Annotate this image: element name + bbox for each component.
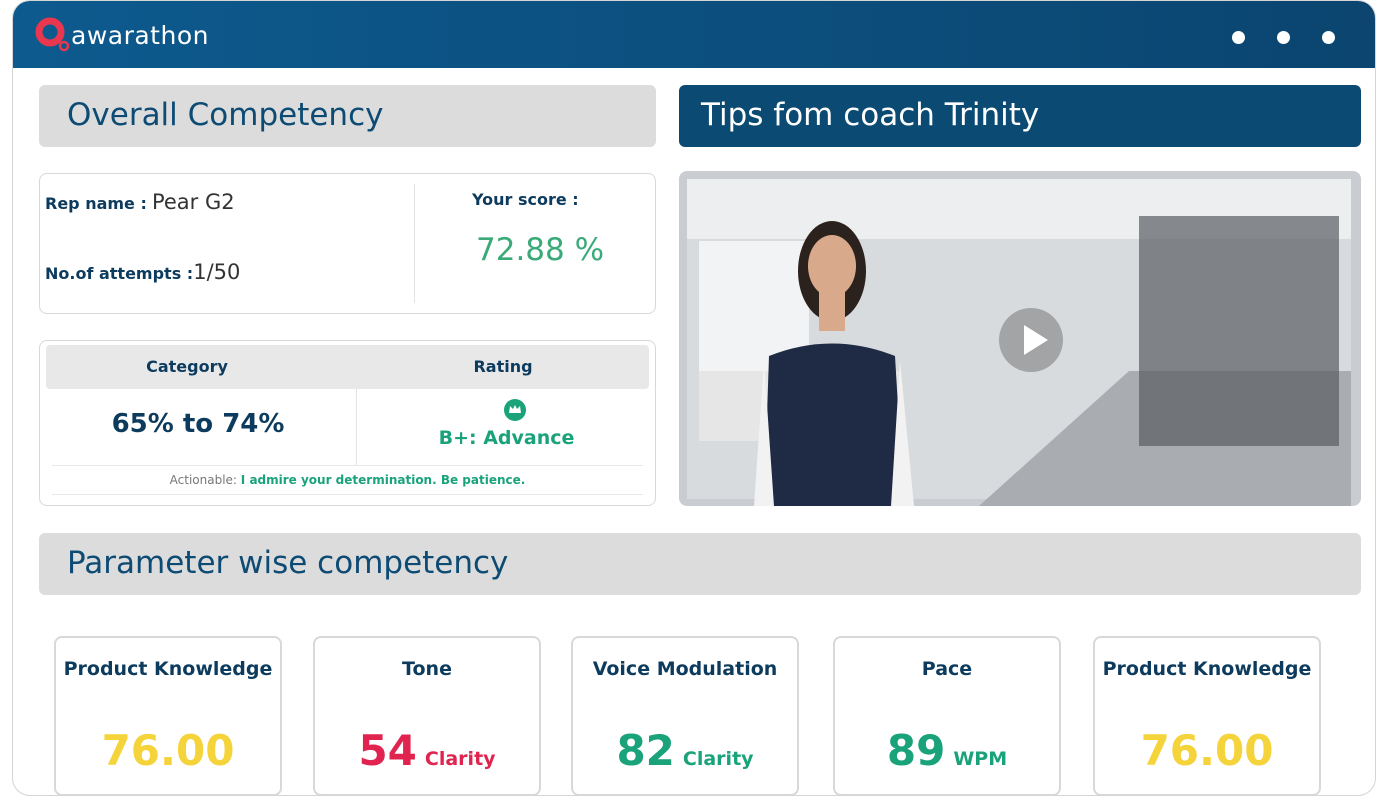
divider <box>414 184 415 303</box>
parameter-value-row: 54 Clarity <box>315 726 539 775</box>
parameter-card: Tone 54 Clarity <box>313 636 541 795</box>
label: Rep name : <box>45 194 147 213</box>
dot <box>1277 31 1290 44</box>
parameter-title: Product Knowledge <box>63 658 273 680</box>
parameter-value-row: 89 WPM <box>835 726 1059 775</box>
label: Your score : <box>472 190 579 209</box>
video <box>679 171 1361 506</box>
parameter-value: 54 <box>358 726 417 775</box>
parameter-title: Tone <box>402 658 452 680</box>
parameter-card: Product Knowledge 76.00 <box>54 636 282 795</box>
attempts: 1/50 <box>193 260 241 284</box>
parameter-unit: Clarity <box>424 748 496 770</box>
column-header: Rating <box>473 357 533 376</box>
rep-name: Pear G2 <box>151 190 235 214</box>
parameter-unit: WPM <box>953 748 1008 770</box>
category: 65% to 74% <box>111 409 285 439</box>
parameter-title: Product Knowledge <box>1102 658 1312 680</box>
score: 72.88 % <box>476 232 605 268</box>
label: Actionable: <box>169 473 237 487</box>
rating-icon <box>504 399 526 421</box>
parameter-value-row: 76.00 <box>56 726 280 775</box>
play-button[interactable] <box>999 308 1063 372</box>
menu-dots[interactable] <box>1232 31 1335 44</box>
top-bar: awarathon <box>13 1 1375 68</box>
section-title: Parameter wise competency <box>39 533 1361 595</box>
parameter-title: Pace <box>921 658 973 680</box>
parameter-unit: Clarity <box>682 748 754 770</box>
column-header: Category <box>146 357 228 376</box>
section-title: Overall Competency <box>39 85 656 147</box>
parameter-value: 76.00 <box>1140 726 1274 775</box>
parameter-value: 76.00 <box>101 726 235 775</box>
rating: B+: Advance <box>438 427 575 449</box>
parameter-value-row: 76.00 <box>1095 726 1319 775</box>
dot <box>1322 31 1335 44</box>
dot <box>1232 31 1245 44</box>
parameter-title: Voice Modulation <box>592 658 778 680</box>
frame: awarathon Overall Competency Tips fom co… <box>12 0 1376 796</box>
parameter-card: Voice Modulation 82 Clarity <box>571 636 799 795</box>
divider <box>356 389 357 465</box>
parameter-value: 89 <box>886 726 946 775</box>
logo-icon <box>35 17 70 52</box>
label: No.of attempts : <box>45 264 194 283</box>
info-card: Rep name : Pear G2 No.of attempts :1/50 … <box>39 173 656 314</box>
actionable: I admire your determination. Be patience… <box>240 473 526 487</box>
rating-card: Category Rating 65% to 74% B+: Advance A… <box>39 340 656 506</box>
logo[interactable]: awarathon <box>71 21 209 50</box>
section-title: Tips fom coach Trinity <box>679 85 1361 147</box>
parameter-value-row: 82 Clarity <box>573 726 797 775</box>
parameter-value: 82 <box>616 726 675 775</box>
actionable-row: Actionable: I admire your determination.… <box>52 465 643 495</box>
video-frame <box>687 179 1351 506</box>
parameter-card: Product Knowledge 76.00 <box>1093 636 1321 795</box>
table-header: Category Rating <box>46 345 649 389</box>
parameter-card: Pace 89 WPM <box>833 636 1061 795</box>
